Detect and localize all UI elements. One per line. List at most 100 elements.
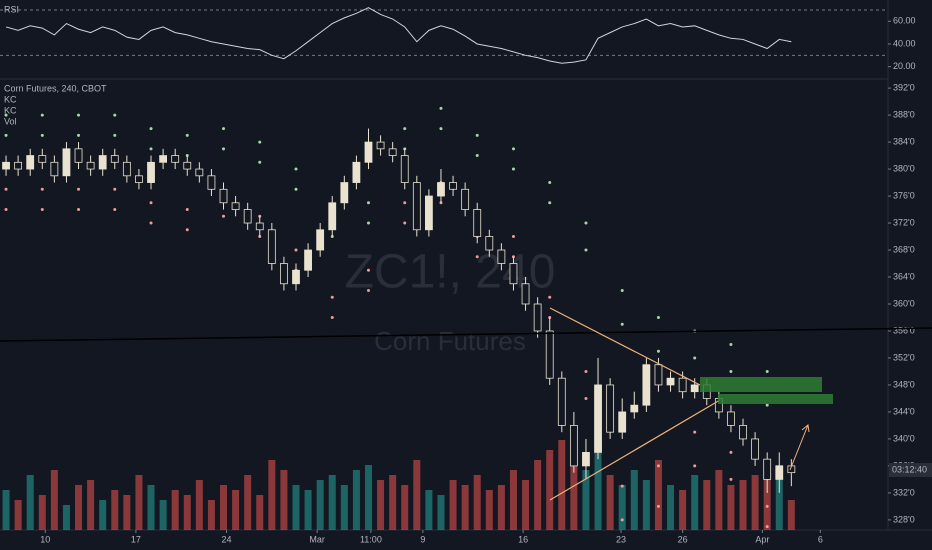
- kc-dot: [330, 315, 334, 319]
- volume-bar: [413, 460, 421, 530]
- drawings: [0, 307, 932, 501]
- volume-bar: [232, 490, 240, 530]
- volume-bar: [727, 485, 735, 530]
- y-tick-label: 364'0: [893, 271, 915, 281]
- y-tick-label: 40.00: [893, 38, 916, 48]
- x-tick-label: 11:00: [360, 534, 382, 544]
- kc-dot: [511, 147, 515, 151]
- volume-bar: [26, 475, 34, 530]
- candle-body: [316, 229, 325, 251]
- candle-body: [533, 303, 542, 332]
- candle-body: [74, 148, 83, 163]
- candle-body: [38, 155, 47, 163]
- candle-body: [376, 141, 385, 150]
- candle-body: [424, 195, 433, 231]
- kc-dot: [40, 113, 44, 117]
- kc-dot: [403, 221, 407, 225]
- volume-bar: [99, 500, 107, 530]
- kc-dot: [403, 201, 407, 205]
- candle-body: [14, 161, 23, 170]
- candle-body: [594, 384, 602, 453]
- candle-body: [243, 209, 252, 224]
- volume-bar: [280, 470, 288, 530]
- x-tick-label: 10: [40, 534, 50, 544]
- kc-dot: [149, 127, 153, 131]
- projection-arrow: [789, 424, 810, 471]
- legend-kc: KC: [4, 105, 17, 115]
- volume-bar: [703, 480, 711, 530]
- kc-dot: [620, 518, 624, 522]
- kc-dot: [4, 133, 8, 137]
- volume-bar: [401, 485, 409, 530]
- kc-dot: [258, 140, 262, 144]
- legend-vol: Vol: [4, 116, 17, 126]
- candle-body: [400, 155, 409, 183]
- volume-bar: [87, 480, 95, 530]
- volume-bar: [364, 465, 372, 530]
- candle-body: [557, 377, 566, 426]
- kc-dot: [366, 221, 370, 225]
- symbol-title: Corn Futures, 240, CBOT: [4, 83, 107, 93]
- kc-dot: [765, 369, 769, 373]
- volume-bar: [654, 460, 662, 530]
- y-tick-label: 356'0: [893, 325, 915, 335]
- candle-body: [521, 283, 530, 305]
- kc-dot: [620, 288, 624, 292]
- volume-bar: [171, 490, 179, 530]
- candle-body: [135, 175, 143, 183]
- kc-dot: [620, 484, 624, 488]
- candle-body: [642, 364, 651, 406]
- volume-bar: [775, 465, 783, 530]
- kc-dot: [294, 187, 298, 191]
- x-tick-label: 24: [222, 534, 232, 544]
- volume-bar: [787, 500, 795, 530]
- volume-bar: [183, 495, 191, 530]
- kc-dot: [729, 342, 733, 346]
- volume-bar: [50, 470, 58, 530]
- kc-dot: [765, 504, 769, 508]
- candle-body: [485, 236, 494, 251]
- x-tick-label: Apr: [755, 534, 769, 544]
- candle-body: [231, 202, 240, 210]
- kc-dot: [548, 201, 552, 205]
- volume-bar: [715, 470, 723, 530]
- volume-bar: [207, 500, 215, 530]
- kc-dot: [548, 295, 552, 299]
- candle-body: [86, 161, 95, 170]
- kc-dot: [294, 248, 298, 252]
- kc-dot: [656, 315, 660, 319]
- kc-dot: [4, 208, 8, 212]
- y-tick-label: 328'0: [893, 514, 915, 524]
- kc-dot: [113, 187, 117, 191]
- kc-dot: [548, 181, 552, 185]
- volume-bar: [316, 480, 324, 530]
- kc-dot: [765, 525, 769, 529]
- kc-dot: [113, 208, 117, 212]
- kc-dot: [729, 450, 733, 454]
- kc-dot: [294, 167, 298, 171]
- candle-body: [388, 148, 397, 156]
- volume-bar: [159, 500, 167, 530]
- candle-body: [654, 364, 663, 386]
- kc-dot: [693, 464, 697, 468]
- volume-bar: [739, 480, 747, 530]
- legend-kc: KC: [4, 94, 17, 104]
- kc-dot: [149, 221, 153, 225]
- candle-body: [509, 263, 518, 285]
- candle-body: [473, 209, 482, 237]
- candle-body: [582, 452, 590, 467]
- candle-body: [207, 175, 216, 190]
- volume-bar: [328, 475, 336, 530]
- y-tick-label: 380'0: [893, 163, 915, 173]
- kc-dot: [366, 288, 370, 292]
- kc-dot: [330, 295, 334, 299]
- trend-line: [0, 327, 932, 342]
- y-tick-label: 376'0: [893, 190, 915, 200]
- kc-dot: [620, 322, 624, 326]
- kc-dot: [656, 349, 660, 353]
- kc-dot: [403, 127, 407, 131]
- volume-bar: [558, 440, 566, 530]
- y-tick-label: 332'0: [893, 487, 915, 497]
- volume-bar: [425, 490, 433, 530]
